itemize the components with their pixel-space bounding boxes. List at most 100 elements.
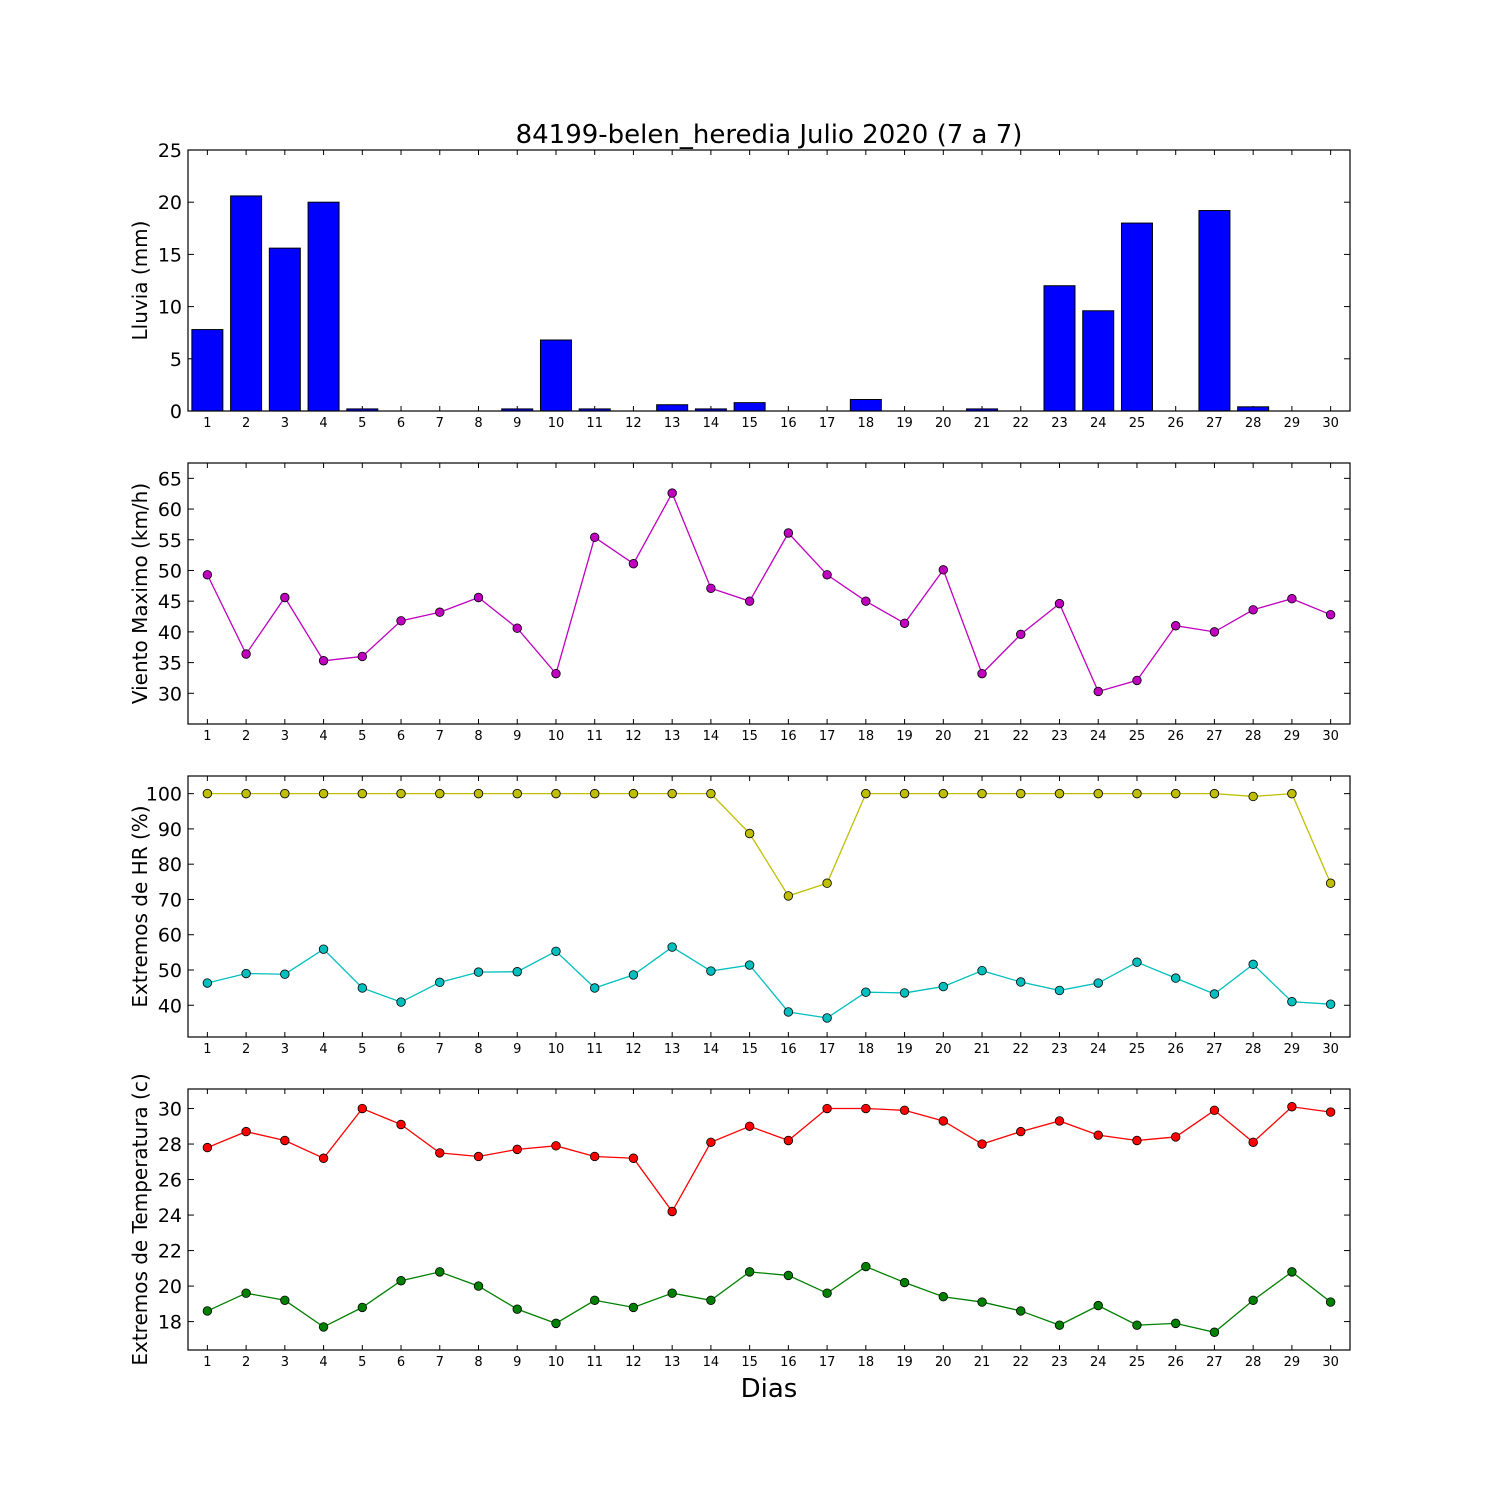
x-tick-label: 16 (780, 416, 797, 431)
data-point (1016, 1306, 1026, 1316)
x-tick-label: 19 (896, 729, 913, 744)
data-point (318, 944, 329, 954)
x-tick-label: 17 (819, 1042, 836, 1057)
x-tick-label: 22 (1012, 1355, 1029, 1370)
x-tick-label: 13 (664, 1355, 681, 1370)
data-point (861, 987, 871, 997)
data-point (1287, 594, 1297, 604)
series-line (207, 1265, 1332, 1333)
data-point (357, 983, 368, 993)
x-tick-label: 30 (1322, 1042, 1339, 1057)
data-point (783, 1135, 794, 1146)
series-line (207, 792, 1332, 897)
x-tick-label: 29 (1284, 1355, 1301, 1370)
data-point (590, 983, 600, 993)
y-tick-label: 20 (158, 192, 182, 214)
x-tick-label: 27 (1206, 1355, 1223, 1370)
x-tick-label: 20 (935, 416, 952, 431)
y-axis-label: Extremos de Temperatura (c) (128, 1073, 152, 1365)
x-tick-label: 2 (242, 1355, 250, 1370)
data-point (977, 788, 987, 799)
data-point (977, 1297, 987, 1307)
data-point (1093, 1300, 1103, 1311)
x-tick-label: 18 (858, 1355, 875, 1370)
data-point (938, 788, 949, 799)
y-tick-label: 24 (158, 1205, 182, 1227)
data-point (783, 891, 794, 901)
data-point (473, 1281, 484, 1291)
x-tick-label: 1 (203, 1042, 211, 1057)
data-point (1287, 788, 1297, 799)
x-tick-label: 23 (1051, 1355, 1068, 1370)
bar (1237, 406, 1270, 412)
data-point (628, 1302, 639, 1313)
x-tick-label: 5 (358, 416, 366, 431)
x-tick-label: 12 (625, 1355, 642, 1370)
data-point (1248, 959, 1258, 970)
data-point (396, 1276, 406, 1286)
x-tick-label: 24 (1090, 729, 1107, 744)
data-point (1016, 1126, 1026, 1137)
data-point (938, 1116, 949, 1126)
x-tick-label: 26 (1167, 1042, 1184, 1057)
x-tick-label: 5 (358, 729, 366, 744)
data-point (1325, 609, 1336, 620)
data-point (1325, 999, 1336, 1009)
x-tick-label: 10 (548, 1042, 565, 1057)
axes-frame (187, 775, 1351, 1038)
x-tick-label: 20 (935, 729, 952, 744)
data-point (861, 1261, 871, 1272)
data-point (822, 1288, 832, 1298)
data-point (241, 788, 251, 799)
data-point (473, 592, 484, 603)
data-point (938, 565, 949, 575)
x-tick-label: 14 (703, 1355, 720, 1370)
y-tick-label: 10 (158, 297, 182, 319)
y-tick-label: 60 (158, 925, 182, 947)
y-tick-label: 25 (158, 140, 182, 162)
data-point (473, 1151, 484, 1162)
data-point (1016, 788, 1026, 799)
x-tick-label: 8 (474, 1355, 482, 1370)
x-tick-label: 18 (858, 729, 875, 744)
data-point (435, 607, 445, 617)
x-tick-label: 5 (358, 1042, 366, 1057)
data-point (899, 618, 910, 628)
data-point (1132, 1320, 1142, 1330)
x-tick-label: 12 (625, 416, 642, 431)
data-point (744, 1267, 755, 1277)
data-point (628, 1153, 639, 1163)
x-tick-label: 10 (548, 729, 565, 744)
axes-frame (187, 1088, 1351, 1351)
data-point (357, 1103, 368, 1114)
data-point (396, 997, 406, 1007)
data-point (822, 878, 832, 888)
y-tick-label: 5 (170, 349, 182, 371)
data-point (512, 623, 522, 633)
data-point (1287, 1267, 1297, 1277)
axes-frame (187, 462, 1351, 725)
data-point (512, 788, 522, 799)
data-point (667, 1288, 677, 1298)
x-tick-label: 16 (780, 1042, 797, 1057)
x-tick-label: 1 (203, 729, 211, 744)
data-point (1325, 878, 1336, 888)
x-tick-label: 30 (1322, 1355, 1339, 1370)
data-point (1093, 686, 1103, 697)
data-point (551, 1318, 561, 1329)
x-tick-label: 15 (741, 729, 758, 744)
x-tick-label: 28 (1245, 1042, 1262, 1057)
data-point (977, 965, 987, 976)
y-axis-label: Lluvia (mm) (128, 221, 152, 341)
x-tick-label: 15 (741, 1042, 758, 1057)
series-line (207, 1106, 1331, 1213)
data-point (822, 1103, 832, 1114)
data-point (899, 1105, 910, 1116)
data-point (318, 1153, 329, 1163)
x-tick-label: 25 (1129, 1042, 1146, 1057)
x-tick-label: 7 (436, 416, 444, 431)
x-tick-label: 26 (1167, 1355, 1184, 1370)
x-tick-label: 17 (819, 416, 836, 431)
x-tick-label: 30 (1322, 416, 1339, 431)
